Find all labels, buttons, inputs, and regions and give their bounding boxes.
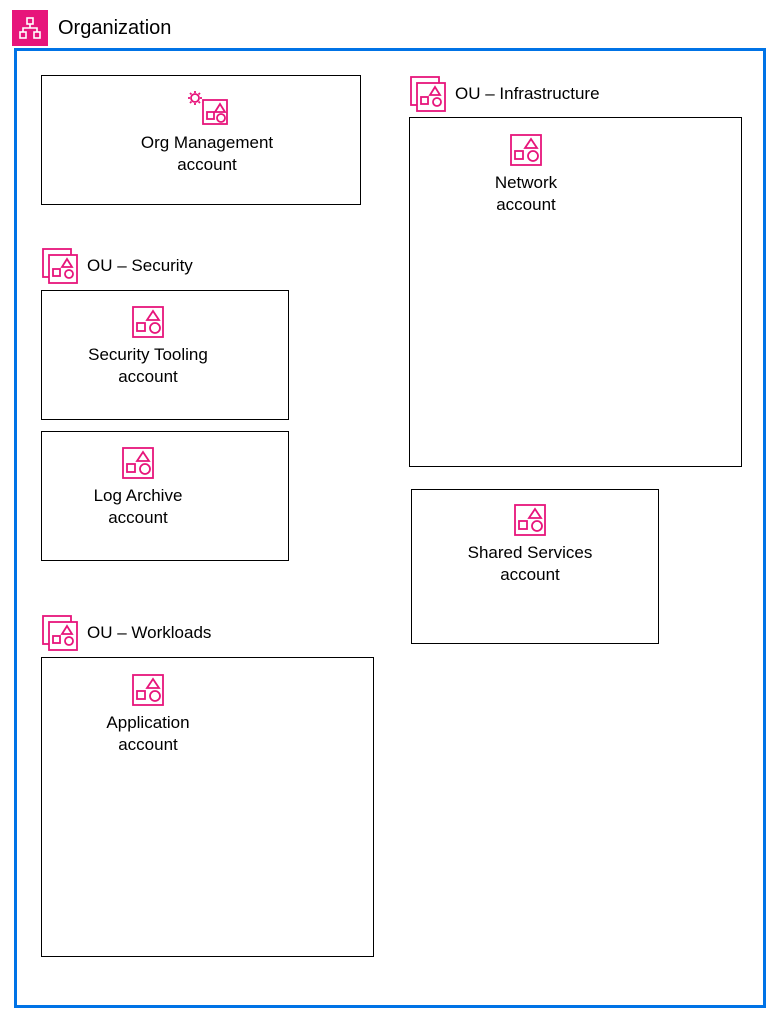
log-archive-account: Log Archive account: [68, 445, 208, 529]
org-management-label: Org Management account: [141, 132, 273, 176]
shared-services-label: Shared Services account: [468, 542, 593, 586]
account-icon: [130, 304, 166, 340]
organization-icon: [12, 10, 48, 46]
org-management-account: Org Management account: [132, 88, 282, 176]
organization-container: Org Management account OU – Infrastructu…: [14, 48, 766, 1008]
ou-infrastructure-header: OU – Infrastructure: [409, 75, 600, 113]
network-account-label: Network account: [495, 172, 557, 216]
account-icon: [120, 445, 156, 481]
organization-header: Organization: [12, 10, 171, 46]
log-archive-label: Log Archive account: [94, 485, 183, 529]
ou-security-header: OU – Security: [41, 247, 193, 285]
shared-services-account: Shared Services account: [450, 502, 610, 586]
ou-icon: [41, 247, 79, 285]
security-tooling-box: Security Tooling account: [41, 290, 289, 420]
application-account-label: Application account: [106, 712, 189, 756]
application-account: Application account: [78, 672, 218, 756]
org-management-box: Org Management account: [41, 75, 361, 205]
network-account: Network account: [466, 132, 586, 216]
ou-infrastructure-label: OU – Infrastructure: [455, 84, 600, 104]
ou-icon: [409, 75, 447, 113]
ou-workloads-box: Application account: [41, 657, 374, 957]
account-icon: [512, 502, 548, 538]
ou-icon: [41, 614, 79, 652]
ou-security-label: OU – Security: [87, 256, 193, 276]
account-icon: [130, 672, 166, 708]
log-archive-box: Log Archive account: [41, 431, 289, 561]
ou-workloads-header: OU – Workloads: [41, 614, 211, 652]
shared-services-box: Shared Services account: [411, 489, 659, 644]
ou-infrastructure-box: Network account: [409, 117, 742, 467]
management-account-icon: [183, 88, 231, 128]
ou-workloads-label: OU – Workloads: [87, 623, 211, 643]
security-tooling-label: Security Tooling account: [88, 344, 208, 388]
organization-title: Organization: [58, 17, 171, 40]
security-tooling-account: Security Tooling account: [68, 304, 228, 388]
account-icon: [508, 132, 544, 168]
